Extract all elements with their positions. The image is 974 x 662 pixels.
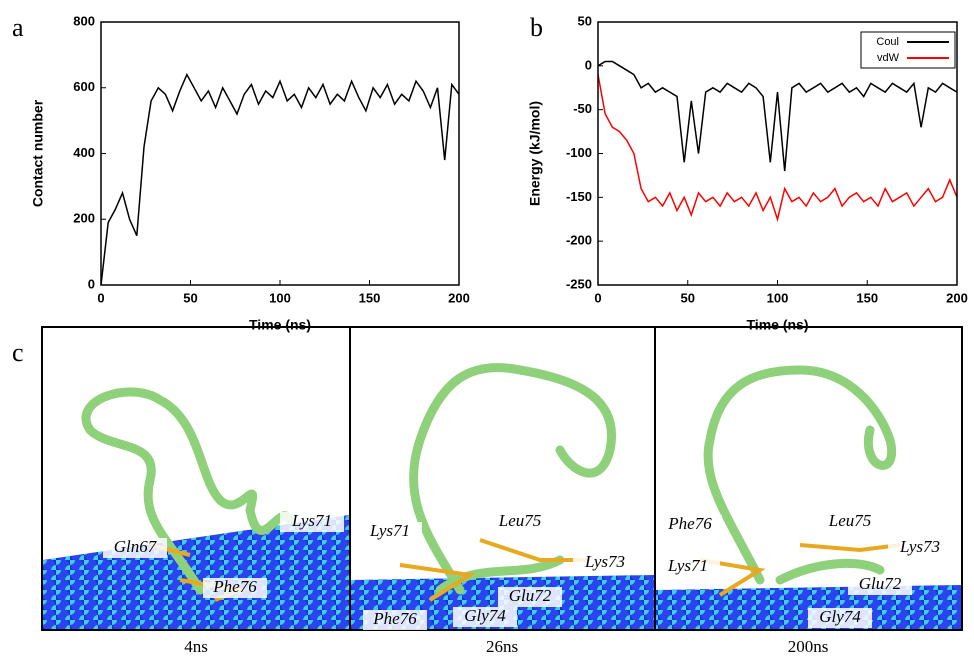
label-bg [488, 512, 552, 532]
legend-box [860, 31, 956, 69]
residue-label: Phe76 [212, 577, 257, 596]
plot-frame [100, 21, 460, 286]
x-tick-label: 50 [183, 290, 197, 305]
x-tick-label: 150 [359, 290, 381, 305]
y-tick-label: 0 [88, 276, 95, 291]
label-bg [658, 515, 722, 535]
panel-label: b [530, 13, 543, 42]
snapshot-time: 200ns [788, 637, 829, 656]
panel-label: a [12, 13, 24, 42]
y-tick-label: -200 [566, 233, 592, 248]
residue-label: Glu72 [509, 586, 552, 605]
x-tick-label: 200 [448, 290, 470, 305]
x-tick-label: 200 [946, 290, 968, 305]
residue-label: Gly74 [464, 606, 506, 625]
label-bg [498, 587, 562, 607]
x-tick-label: 0 [594, 290, 601, 305]
y-axis-label: Contact number [30, 99, 46, 207]
residue-label: Leu75 [498, 511, 542, 530]
panel-label: c [12, 338, 24, 367]
snapshot-time: 4ns [184, 637, 208, 656]
residue-label: Gly74 [819, 607, 861, 626]
residue-label: Lys71 [369, 521, 410, 540]
x-tick-label: 100 [269, 290, 291, 305]
x-tick-label: 0 [97, 290, 104, 305]
label-bg [656, 557, 720, 577]
y-tick-label: 600 [73, 79, 95, 94]
label-bg [888, 538, 952, 558]
y-tick-label: 50 [578, 13, 592, 28]
residue-label: Lys71 [667, 556, 708, 575]
label-bg [103, 538, 167, 558]
y-axis-label: Energy (kJ/mol) [527, 101, 543, 206]
y-tick-label: 800 [73, 13, 95, 28]
y-tick-label: 400 [73, 145, 95, 160]
y-tick-label: -50 [573, 101, 592, 116]
residue-label: Lys71 [291, 511, 332, 530]
label-bg [848, 575, 912, 595]
label-bg [808, 608, 872, 628]
y-tick-label: -100 [566, 145, 592, 160]
residue-label: Phe76 [667, 514, 712, 533]
residue-label: Lys73 [584, 552, 625, 571]
residue-label: Glu72 [859, 574, 902, 593]
legend-label: vdW [877, 52, 900, 64]
data-line [100, 72, 460, 286]
label-bg [363, 610, 427, 630]
x-axis-label: Time (ns) [747, 317, 809, 333]
y-tick-label: -150 [566, 189, 592, 204]
residue-label: Gln67 [114, 537, 158, 556]
data-line [597, 74, 958, 223]
residue-label: Leu75 [828, 511, 872, 530]
label-bg [573, 553, 637, 573]
label-bg [358, 522, 422, 542]
label-bg [818, 512, 882, 532]
label-bg [280, 512, 344, 532]
x-tick-label: 150 [856, 290, 878, 305]
label-bg [203, 578, 267, 598]
panel-c-art [41, 326, 963, 631]
legend-label: Coul [876, 36, 899, 48]
x-tick-label: 100 [767, 290, 789, 305]
data-line [597, 60, 958, 172]
x-axis-label: Time (ns) [249, 317, 311, 333]
label-bg [453, 607, 517, 627]
residue-label: Lys73 [899, 537, 940, 556]
residue-label: Phe76 [372, 609, 417, 628]
y-tick-label: 0 [585, 57, 592, 72]
snapshot-time: 26ns [486, 637, 518, 656]
x-tick-label: 50 [681, 290, 695, 305]
y-tick-label: 200 [73, 211, 95, 226]
y-tick-label: -250 [566, 276, 592, 291]
